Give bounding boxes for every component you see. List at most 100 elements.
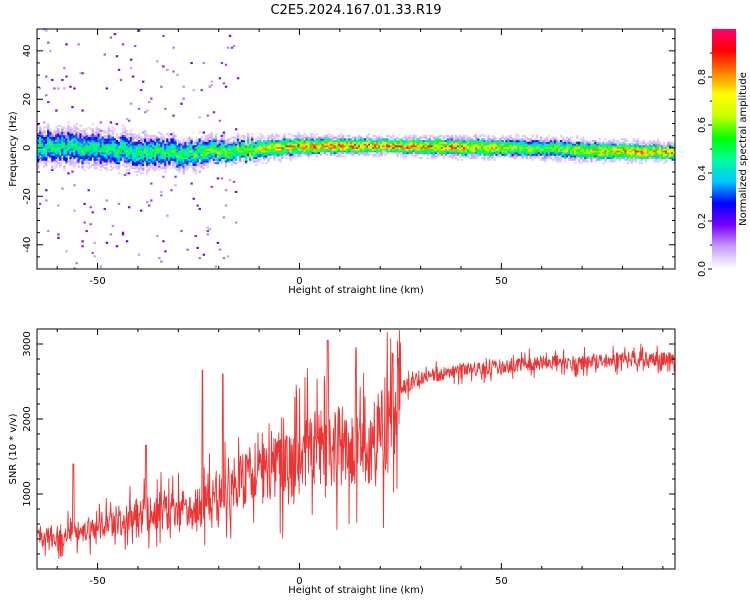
heatmap-cell <box>220 160 224 163</box>
heatmap-cell <box>232 136 236 139</box>
heatmap-cell <box>568 151 571 154</box>
heatmap-cell <box>67 153 70 156</box>
heatmap-cell <box>263 151 266 154</box>
heatmap-cell <box>142 151 145 154</box>
heatmap-cell <box>305 140 308 143</box>
heatmap-cell <box>606 155 609 158</box>
heatmap-cell <box>543 143 547 146</box>
heatmap-cell <box>178 148 181 151</box>
heatmap-cell <box>368 140 371 143</box>
heatmap-cell <box>154 143 157 146</box>
heatmap-cell <box>362 153 365 156</box>
heatmap-cell <box>673 157 676 160</box>
heatmap-cell <box>63 165 66 168</box>
heatmap-cell <box>580 157 583 160</box>
heatmap-cell <box>75 134 78 137</box>
heatmap-cell <box>188 148 191 151</box>
heatmap-cell <box>604 158 607 161</box>
heatmap-cell <box>612 151 615 154</box>
heatmap-cell <box>245 140 248 143</box>
heatmap-cell <box>49 138 52 141</box>
heatmap-cell <box>172 114 175 117</box>
heatmap-cell <box>83 157 86 160</box>
heatmap-cell <box>503 136 506 139</box>
heatmap-cell <box>543 157 547 160</box>
heatmap-cell <box>79 133 82 136</box>
heatmap-cell <box>386 143 389 146</box>
heatmap-cell <box>135 136 139 139</box>
heatmap-cell <box>259 133 262 136</box>
heatmap-cell <box>65 134 68 137</box>
heatmap-cell <box>479 151 482 154</box>
heatmap-cell <box>446 141 450 144</box>
heatmap-cell <box>539 151 543 154</box>
heatmap-cell <box>59 140 62 143</box>
heatmap-cell <box>507 150 510 153</box>
heatmap-cell <box>162 148 165 151</box>
heatmap-cell <box>495 146 498 149</box>
heatmap-cell <box>430 151 434 154</box>
heatmap-cell <box>444 146 448 149</box>
heatmap-cell <box>232 180 236 183</box>
heatmap-cell <box>188 143 191 146</box>
heatmap-cell <box>210 138 214 141</box>
heatmap-cell <box>43 140 46 143</box>
heatmap-cell <box>41 148 44 151</box>
heatmap-cell <box>37 160 40 163</box>
heatmap-cell <box>150 199 153 202</box>
heatmap-cell <box>430 140 434 143</box>
heatmap-cell <box>511 140 514 143</box>
heatmap-cell <box>331 153 335 156</box>
heatmap-cell <box>456 153 460 156</box>
heatmap-cell <box>646 146 650 149</box>
heatmap-cell <box>154 153 157 156</box>
heatmap-cell <box>586 153 589 156</box>
heatmap-cell <box>71 163 74 166</box>
heatmap-cell <box>360 140 363 143</box>
heatmap-cell <box>240 150 244 153</box>
heatmap-cell <box>287 138 290 141</box>
heatmap-cell <box>501 151 504 154</box>
heatmap-cell <box>440 140 444 143</box>
heatmap-cell <box>95 143 99 146</box>
heatmap-cell <box>61 126 64 129</box>
heatmap-cell <box>75 146 78 149</box>
heatmap-cell <box>73 136 76 139</box>
heatmap-cell <box>638 157 642 160</box>
heatmap-cell <box>75 153 78 156</box>
heatmap-cell <box>626 157 629 160</box>
heatmap-cell <box>394 140 397 143</box>
heatmap-cell <box>386 151 389 154</box>
heatmap-cell <box>313 146 317 149</box>
heatmap-cell <box>91 129 94 132</box>
heatmap-cell <box>97 155 101 158</box>
heatmap-cell <box>71 155 74 158</box>
heatmap-cell <box>182 150 185 153</box>
heatmap-cell <box>59 143 62 146</box>
heatmap-cell <box>218 145 222 148</box>
heatmap-cell <box>267 157 270 160</box>
heatmap-cell <box>142 145 145 148</box>
spectrogram-xtick-label: 0 <box>296 276 302 287</box>
heatmap-cell <box>576 148 579 151</box>
heatmap-cell <box>491 146 494 149</box>
heatmap-cell <box>111 131 115 134</box>
heatmap-cell <box>144 146 147 149</box>
heatmap-cell <box>226 158 230 161</box>
heatmap-cell <box>551 153 555 156</box>
heatmap-cell <box>475 146 478 149</box>
heatmap-cell <box>281 151 284 154</box>
heatmap-cell <box>148 162 151 165</box>
heatmap-cell <box>477 138 480 141</box>
heatmap-cell <box>172 134 175 137</box>
heatmap-cell <box>652 145 656 148</box>
heatmap-cell <box>317 151 321 154</box>
heatmap-cell <box>598 155 601 158</box>
heatmap-cell <box>156 160 159 163</box>
heatmap-cell <box>461 155 464 158</box>
heatmap-cell <box>99 138 103 141</box>
heatmap-cell <box>636 150 640 153</box>
heatmap-cell <box>475 141 478 144</box>
heatmap-cell <box>261 146 264 149</box>
heatmap-cell <box>442 150 446 153</box>
